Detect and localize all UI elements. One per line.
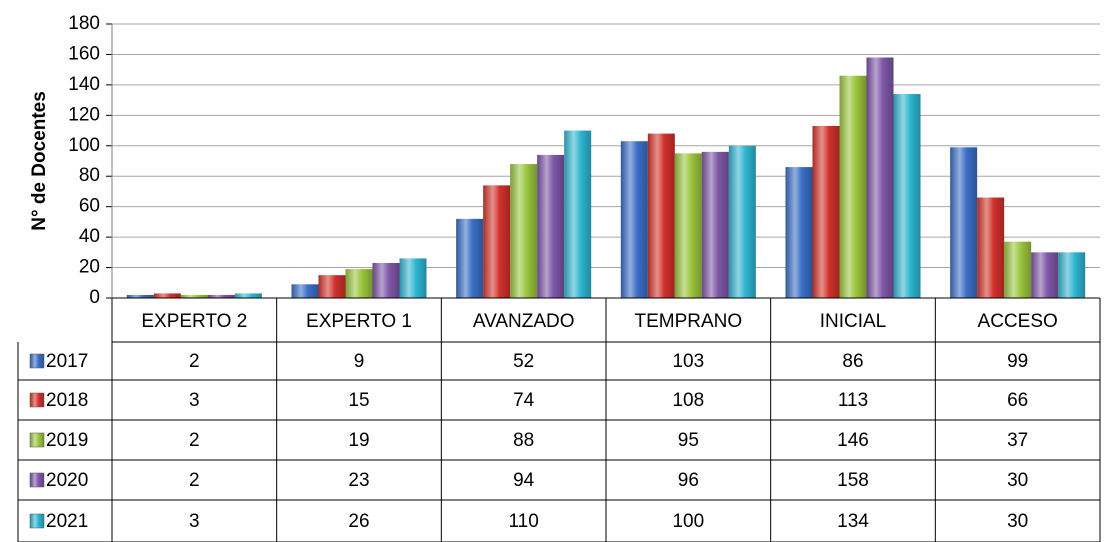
table-cell: 103: [672, 351, 704, 372]
table-cell: 52: [513, 351, 534, 372]
bar: [1058, 252, 1086, 298]
bar: [510, 164, 538, 298]
table-cell: 95: [678, 430, 699, 451]
x-tick-label: INICIAL: [820, 311, 887, 332]
table-cell: 2: [189, 430, 200, 451]
legend-key: [29, 392, 45, 408]
x-tick-label: ACCESO: [978, 311, 1058, 332]
table-cell: 158: [837, 470, 869, 491]
table-cell: 86: [842, 351, 863, 372]
table-cell: 26: [348, 511, 369, 532]
table-cell: 88: [513, 430, 534, 451]
table-cell: 19: [348, 430, 369, 451]
bar: [153, 293, 181, 298]
bar: [866, 57, 894, 298]
table-cell: 108: [672, 390, 704, 411]
y-tick-label: 0: [89, 287, 100, 308]
legend-key: [29, 432, 45, 448]
y-tick-label: 120: [68, 104, 100, 125]
y-tick-label: 180: [68, 13, 100, 34]
legend-label: 2017: [46, 351, 88, 372]
bar: [728, 145, 756, 298]
y-tick-label: 20: [79, 257, 100, 278]
bar: [372, 262, 400, 298]
y-axis-label: N° de Docentes: [29, 91, 50, 231]
bar: [483, 185, 511, 298]
table-cell: 99: [1007, 351, 1028, 372]
y-tick-label: 100: [68, 135, 100, 156]
bar: [126, 294, 154, 298]
y-tick-label: 40: [79, 226, 100, 247]
bar: [647, 133, 675, 298]
bar: [291, 284, 319, 298]
table-cell: 2: [189, 470, 200, 491]
bar: [977, 197, 1005, 298]
table-cell: 3: [189, 390, 200, 411]
table-cell: 15: [348, 390, 369, 411]
bar: [701, 151, 729, 298]
bar: [1031, 252, 1059, 298]
table-cell: 146: [837, 430, 869, 451]
legend-label: 2018: [46, 390, 88, 411]
y-tick-label: 160: [68, 43, 100, 64]
legend-key: [29, 353, 45, 369]
bar: [318, 275, 346, 298]
table-cell: 94: [513, 470, 535, 491]
bar: [399, 258, 427, 298]
table-cell: 74: [513, 390, 535, 411]
bar: [537, 154, 565, 298]
legend-label: 2021: [46, 511, 88, 532]
y-tick-label: 60: [79, 196, 100, 217]
bar: [620, 141, 648, 298]
table-cell: 66: [1007, 390, 1028, 411]
bar: [180, 294, 208, 298]
legend-label: 2020: [46, 470, 88, 491]
bar: [785, 167, 813, 298]
bar: [564, 130, 592, 298]
table-cell: 23: [348, 470, 369, 491]
legend-label: 2019: [46, 430, 88, 451]
table-cell: 110: [509, 511, 539, 532]
bar: [234, 293, 262, 298]
table-cell: 96: [678, 470, 699, 491]
table-cell: 113: [838, 390, 868, 411]
table-cell: 3: [189, 511, 200, 532]
bar: [456, 218, 484, 298]
legend-key: [29, 472, 45, 488]
bar: [674, 153, 702, 298]
x-tick-label: EXPERTO 1: [306, 311, 412, 332]
y-tick-label: 140: [68, 74, 100, 95]
x-tick-label: EXPERTO 2: [141, 311, 247, 332]
bar: [950, 147, 978, 298]
bar: [812, 125, 840, 298]
bar: [839, 75, 867, 298]
table-cell: 30: [1007, 511, 1028, 532]
table-cell: 37: [1007, 430, 1028, 451]
table-cell: 134: [837, 511, 869, 532]
bar: [207, 294, 235, 298]
bar: [345, 269, 373, 298]
table-cell: 2: [189, 351, 200, 372]
bar: [1004, 241, 1032, 298]
y-tick-label: 80: [79, 165, 100, 186]
table-cell: 30: [1007, 470, 1028, 491]
bar: [893, 94, 921, 299]
table-cell: 100: [672, 511, 704, 532]
legend-key: [29, 513, 45, 529]
x-tick-label: AVANZADO: [473, 311, 575, 332]
table-cell: 9: [354, 351, 365, 372]
x-tick-label: TEMPRANO: [634, 311, 742, 332]
